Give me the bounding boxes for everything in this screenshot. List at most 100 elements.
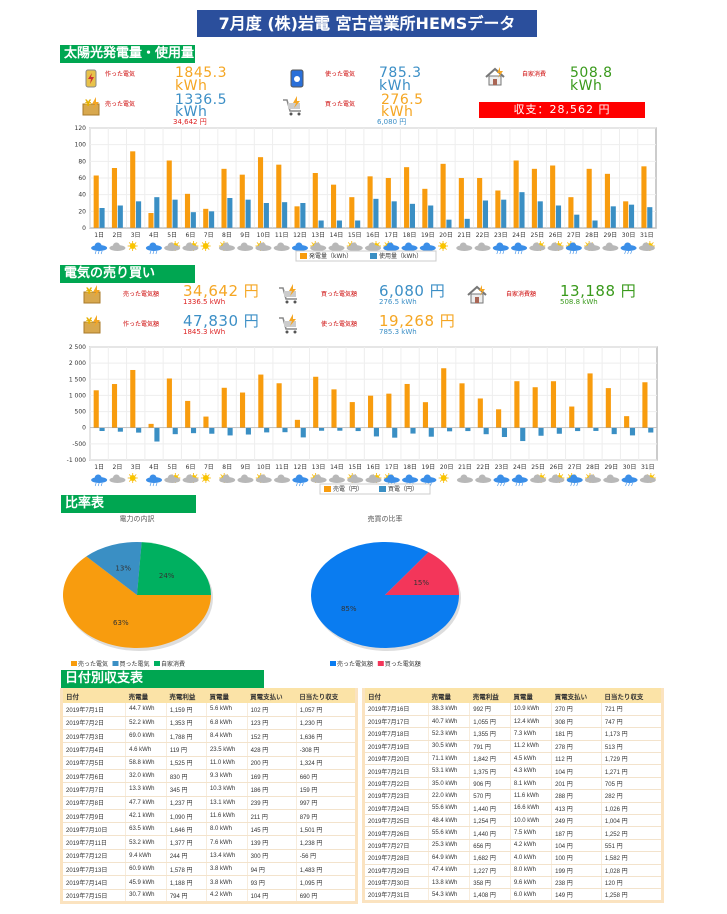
series2-bar [392,427,398,438]
column-header: 売電量 [428,688,470,703]
table-cell: 2019年7月19日 [363,740,430,754]
series2-bar [227,427,233,436]
series2-bar [428,427,434,437]
rain-drop [575,250,578,255]
bought-label: 買った電気 [325,101,356,108]
weather-cloud-sun-icon [164,473,181,483]
x-tick-label: 8日 [222,232,232,239]
table-cell: 139 円 [247,835,297,850]
table-cell: 6.0 kWh [510,888,553,902]
x-tick-label: 9日 [241,464,251,471]
weather-sun-rain-icon [566,473,583,487]
cloud-shape [277,242,285,250]
series2-bar [483,427,489,435]
table-cell: 7.6 kWh [206,835,248,850]
table-cell: 2019年7月4日 [61,742,127,757]
cloud-shape [186,474,194,482]
table-cell: 278 円 [551,740,602,754]
legend-label: 買った電気 [120,660,150,668]
series2-bar [264,427,270,433]
table-cell: 1,353 円 [166,716,207,731]
sun-ray [207,242,210,245]
weather-rain-icon [511,474,528,487]
sun-ray [202,474,205,477]
weather-cloud-sun-icon [365,473,382,483]
weather-rain-icon [146,474,163,487]
cloud-shape [332,474,340,482]
weather-cloud-sun-icon [529,241,546,251]
sun-disc [129,475,136,481]
rain-drop [100,250,103,255]
table-cell: -56 円 [296,849,358,864]
sun-ray [128,242,131,245]
weather-cloud-sun-icon [638,241,655,251]
weather-cloud-icon [237,474,254,483]
x-tick-label: 10日 [257,232,271,239]
x-tick-label: 6日 [186,232,196,239]
table-row: 2019年7月30日 13.8 kWh 358 円 9.6 kWh 238 円 120 円 [363,876,664,890]
cloud-shape [386,242,394,250]
table-cell: 249 円 [551,814,602,828]
x-tick-label: 1日 [94,232,104,239]
table-cell: 2019年7月20日 [363,752,430,766]
x-tick-label: 14日 [330,464,344,471]
series2-bar [282,427,288,433]
table-cell: 2019年7月13日 [61,862,127,877]
house-icon [467,285,487,304]
pie-slice [63,556,212,648]
table-cell: 30.7 kWh [125,889,167,903]
cloud-shape [496,242,504,250]
sun-ray [384,474,387,477]
table-row: 2019年7月13日 60.9 kWh 1,578 円 3.8 kWh 94 円 1,48… [61,862,358,877]
table-cell: 10.3 kWh [206,782,248,797]
sun-ray [207,474,210,477]
rain-drop [155,482,158,487]
table-cell: 2019年7月24日 [363,802,430,816]
table-cell: 169 円 [247,769,297,784]
series1-bar [568,197,574,228]
table-cell: 1,636 円 [296,729,358,744]
table-cell: 1,057 円 [296,703,358,717]
rain-drop [502,250,505,255]
table-cell: 1,090 円 [166,809,207,824]
x-tick-label: 17日 [384,232,398,239]
sun-ray [586,474,589,477]
rain-drop [155,250,158,255]
table-row: 2019年7月18日 52.3 kWh 1,355 円 7.3 kWh 181 円 1,1… [363,727,664,741]
table-cell: 8.0 kWh [510,864,553,877]
column-header: 日当たり収支 [601,688,663,703]
sun-ray [542,474,545,477]
weather-sun-cloud-icon [584,241,601,251]
weather-cloud-icon [109,242,126,251]
x-tick-label: 16日 [366,232,380,239]
sun-ray [134,474,137,477]
y-tick-label: 40 [78,192,86,199]
made-amount-label: 作った電気額 [123,321,160,328]
weather-rain-icon [492,242,509,255]
table-cell: 55.6 kWh [428,826,471,840]
table-cell: 2019年7月27日 [363,839,430,853]
series2-bar [190,212,196,228]
table-cell: 58.8 kWh [125,756,167,770]
table-row: 2019年7月17日 40.7 kWh 1,055 円 12.4 kWh 308 円 74… [363,715,664,729]
series2-bar [555,205,562,228]
cloud-shape [423,474,431,482]
pie-slice [86,542,142,595]
sun-ray [134,247,137,250]
table-cell: 11.6 kWh [206,809,248,824]
weather-cloud-sun-icon [547,241,564,251]
series1-bar [130,151,136,228]
series1-bar [514,381,520,428]
table-cell: 238 円 [551,876,602,890]
cloud-shape [94,242,102,250]
table-cell: 63.5 kWh [125,822,167,837]
table-cell: 2019年7月12日 [61,849,127,864]
x-tick-label: 24日 [512,232,526,239]
table-cell: 64.9 kWh [428,851,471,865]
table-cell: 2019年7月7日 [61,782,127,797]
table-cell: 1,682 円 [469,851,511,865]
table-row: 2019年7月16日 38.3 kWh 992 円 10.9 kWh 270 円 721 … [363,703,664,716]
weather-sun-icon [438,473,449,483]
sun-ray [439,242,442,245]
table-cell: 6.8 kWh [206,716,248,731]
